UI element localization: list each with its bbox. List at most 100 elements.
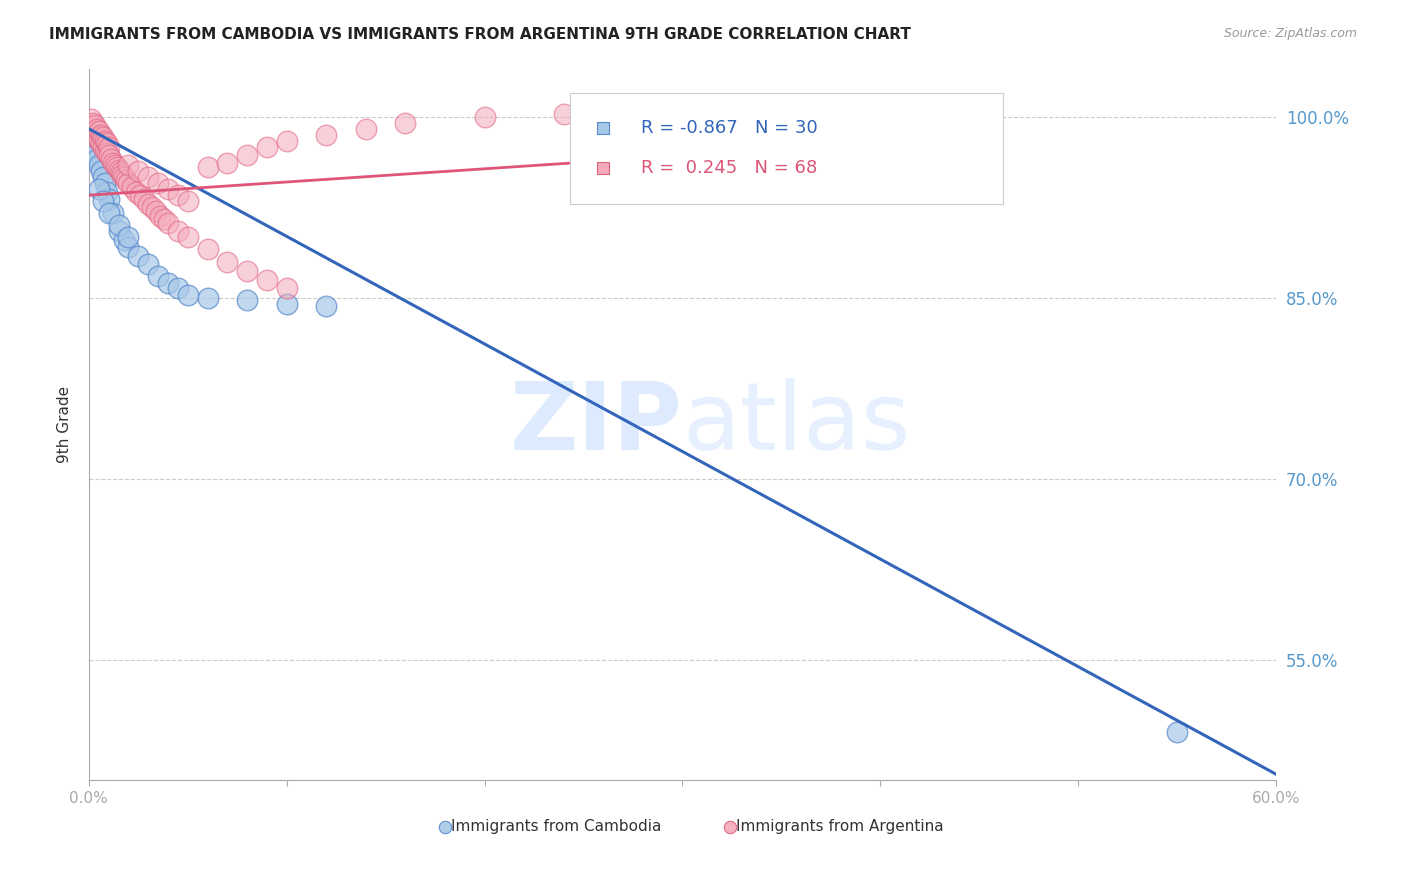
- Point: [671, 106, 693, 120]
- Text: R =  0.245   N = 68: R = 0.245 N = 68: [641, 159, 817, 178]
- Point: [935, 278, 957, 293]
- Point: [117, 158, 139, 172]
- Text: Immigrants from Cambodia: Immigrants from Cambodia: [451, 819, 661, 834]
- Point: [127, 248, 149, 262]
- Point: [91, 194, 114, 209]
- Point: [149, 209, 172, 223]
- Point: [96, 136, 118, 151]
- Point: [111, 168, 134, 182]
- Point: [107, 219, 129, 233]
- Point: [82, 116, 104, 130]
- Text: ZIP: ZIP: [509, 378, 682, 470]
- Point: [136, 170, 159, 185]
- Point: [86, 121, 108, 136]
- Point: [87, 158, 110, 172]
- Point: [80, 112, 103, 127]
- Text: atlas: atlas: [682, 378, 911, 470]
- Point: [935, 210, 957, 224]
- Point: [91, 140, 114, 154]
- Point: [107, 162, 129, 177]
- Point: [134, 192, 156, 206]
- Point: [141, 200, 163, 214]
- Point: [276, 134, 298, 148]
- Point: [90, 128, 112, 142]
- Point: [129, 188, 152, 202]
- Point: [236, 264, 259, 278]
- Point: [117, 240, 139, 254]
- Point: [276, 281, 298, 295]
- Point: [156, 216, 179, 230]
- Point: [197, 291, 219, 305]
- Text: Source: ZipAtlas.com: Source: ZipAtlas.com: [1223, 27, 1357, 40]
- Point: [354, 121, 377, 136]
- Point: [97, 148, 120, 162]
- Point: [80, 140, 103, 154]
- Point: [91, 170, 114, 185]
- Point: [82, 144, 104, 158]
- Point: [217, 155, 239, 169]
- Point: [97, 192, 120, 206]
- Point: [93, 176, 115, 190]
- Text: Immigrants from Argentina: Immigrants from Argentina: [735, 819, 943, 834]
- Text: IMMIGRANTS FROM CAMBODIA VS IMMIGRANTS FROM ARGENTINA 9TH GRADE CORRELATION CHAR: IMMIGRANTS FROM CAMBODIA VS IMMIGRANTS F…: [49, 27, 911, 42]
- Point: [315, 128, 337, 142]
- Point: [146, 176, 169, 190]
- Point: [97, 206, 120, 220]
- Point: [110, 165, 132, 179]
- Point: [136, 196, 159, 211]
- Point: [105, 161, 128, 175]
- Point: [167, 188, 190, 202]
- Point: [117, 176, 139, 190]
- Point: [121, 179, 143, 194]
- Point: [86, 130, 108, 145]
- Point: [167, 224, 190, 238]
- Point: [115, 172, 138, 186]
- Point: [90, 164, 112, 178]
- Point: [93, 144, 115, 158]
- Point: [217, 254, 239, 268]
- Point: [127, 164, 149, 178]
- Point: [177, 230, 200, 244]
- Point: [96, 145, 118, 160]
- Point: [136, 257, 159, 271]
- Point: [315, 299, 337, 313]
- Point: [711, 106, 734, 120]
- Point: [87, 134, 110, 148]
- Point: [553, 107, 575, 121]
- Point: [474, 110, 496, 124]
- Point: [177, 194, 200, 209]
- Point: [394, 116, 416, 130]
- Point: [177, 288, 200, 302]
- Point: [156, 182, 179, 196]
- Point: [117, 230, 139, 244]
- Y-axis label: 9th Grade: 9th Grade: [58, 386, 72, 463]
- Point: [167, 281, 190, 295]
- Point: [83, 128, 105, 142]
- Point: [101, 155, 124, 169]
- Point: [96, 185, 118, 199]
- Point: [1166, 725, 1188, 739]
- Point: [87, 124, 110, 138]
- Point: [145, 203, 167, 218]
- Point: [93, 134, 115, 148]
- Point: [276, 297, 298, 311]
- Point: [103, 158, 125, 172]
- Point: [100, 152, 122, 166]
- FancyBboxPatch shape: [569, 94, 1002, 203]
- Point: [83, 148, 105, 162]
- Point: [114, 170, 136, 185]
- Point: [125, 185, 148, 199]
- Point: [256, 272, 278, 286]
- Point: [91, 130, 114, 145]
- Point: [197, 243, 219, 257]
- Point: [83, 118, 105, 132]
- Point: [114, 233, 136, 247]
- Point: [631, 106, 654, 120]
- Point: [101, 206, 124, 220]
- Point: [87, 182, 110, 196]
- Point: [236, 293, 259, 307]
- Point: [256, 140, 278, 154]
- Point: [156, 277, 179, 291]
- Point: [107, 224, 129, 238]
- Point: [236, 148, 259, 162]
